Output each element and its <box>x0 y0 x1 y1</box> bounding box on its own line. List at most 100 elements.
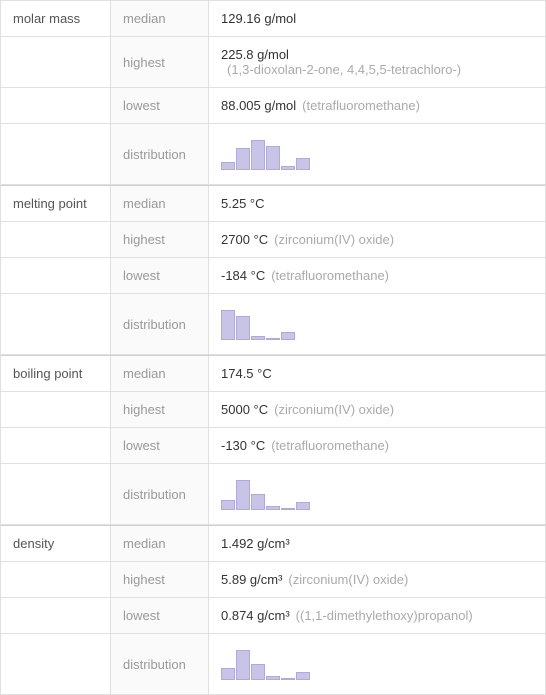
table-row: lowest -184 °C (tetrafluoromethane) <box>1 258 545 294</box>
secondary-text: (tetrafluoromethane) <box>302 98 420 113</box>
property-name-cell <box>1 222 111 257</box>
distribution-histogram <box>221 474 310 514</box>
table-row: highest 2700 °C (zirconium(IV) oxide) <box>1 222 545 258</box>
stat-label-cell: lowest <box>111 258 209 293</box>
histogram-bar <box>296 672 310 680</box>
secondary-text: (zirconium(IV) oxide) <box>288 572 408 587</box>
histogram-bar <box>281 508 295 510</box>
table-row: highest 5.89 g/cm³ (zirconium(IV) oxide) <box>1 562 545 598</box>
value-cell <box>209 464 545 524</box>
histogram-bar <box>266 676 280 680</box>
value-cell: 129.16 g/mol <box>209 1 545 36</box>
property-name-cell <box>1 88 111 123</box>
property-name-cell <box>1 124 111 184</box>
value-text: 5.89 g/cm³ <box>221 572 282 587</box>
table-row: distribution <box>1 294 545 355</box>
value-text: 225.8 g/mol <box>221 47 289 62</box>
histogram-bar <box>251 494 265 510</box>
properties-table: molar massmedian129.16 g/molhighest225.8… <box>0 0 546 695</box>
histogram-bar <box>266 506 280 510</box>
histogram-bar <box>296 158 310 170</box>
histogram-bar <box>221 500 235 510</box>
value-text: 5000 °C <box>221 402 268 417</box>
value-cell <box>209 124 545 184</box>
distribution-histogram <box>221 644 310 684</box>
histogram-bar <box>281 678 295 680</box>
secondary-text: (zirconium(IV) oxide) <box>274 232 394 247</box>
table-row: lowest 88.005 g/mol (tetrafluoromethane) <box>1 88 545 124</box>
value-cell: 5.25 °C <box>209 186 545 221</box>
secondary-text: (tetrafluoromethane) <box>271 268 389 283</box>
stat-label-cell: lowest <box>111 428 209 463</box>
secondary-text: ((1,1-dimethylethoxy)propanol) <box>296 608 473 623</box>
distribution-histogram <box>221 304 295 344</box>
histogram-bar <box>236 480 250 510</box>
stat-label-cell: distribution <box>111 634 209 694</box>
property-name-cell <box>1 392 111 427</box>
distribution-histogram <box>221 134 310 174</box>
secondary-text: (tetrafluoromethane) <box>271 438 389 453</box>
value-text: 1.492 g/cm³ <box>221 536 290 551</box>
histogram-bar <box>221 162 235 170</box>
histogram-bar <box>266 146 280 170</box>
property-name-cell <box>1 634 111 694</box>
table-row: distribution <box>1 634 545 694</box>
histogram-bar <box>266 338 280 340</box>
histogram-bar <box>236 316 250 340</box>
property-name-cell: density <box>1 526 111 561</box>
property-name-cell <box>1 562 111 597</box>
table-row: highest 5000 °C (zirconium(IV) oxide) <box>1 392 545 428</box>
value-cell: -130 °C (tetrafluoromethane) <box>209 428 545 463</box>
value-cell: 174.5 °C <box>209 356 545 391</box>
property-name-cell: boiling point <box>1 356 111 391</box>
value-cell: 2700 °C (zirconium(IV) oxide) <box>209 222 545 257</box>
property-name-cell <box>1 258 111 293</box>
stat-label-cell: highest <box>111 392 209 427</box>
stat-label-cell: highest <box>111 222 209 257</box>
stat-label-cell: distribution <box>111 294 209 354</box>
table-row: molar massmedian 129.16 g/mol <box>1 1 545 37</box>
stat-label-cell: median <box>111 526 209 561</box>
stat-label-cell: highest <box>111 37 209 87</box>
histogram-bar <box>236 650 250 680</box>
table-row: highest 225.8 g/mol(1,3-dioxolan-2-one, 4… <box>1 37 545 88</box>
table-row: lowest0.874 g/cm³((1,1-dimethylethoxy)pr… <box>1 598 545 634</box>
histogram-bar <box>251 140 265 170</box>
histogram-bar <box>296 502 310 510</box>
value-text: 174.5 °C <box>221 366 272 381</box>
table-row: distribution <box>1 124 545 185</box>
histogram-bar <box>251 664 265 680</box>
value-cell: 1.492 g/cm³ <box>209 526 545 561</box>
stat-label-cell: median <box>111 186 209 221</box>
value-cell <box>209 634 545 694</box>
histogram-bar <box>281 332 295 340</box>
secondary-text: (1,3-dioxolan-2-one, 4,4,5,5-tetrachloro… <box>227 62 461 77</box>
stat-label-cell: lowest <box>111 88 209 123</box>
value-text: -130 °C <box>221 438 265 453</box>
stat-label-cell: highest <box>111 562 209 597</box>
table-row: distribution <box>1 464 545 525</box>
property-name-cell <box>1 37 111 87</box>
histogram-bar <box>236 148 250 170</box>
secondary-text: (zirconium(IV) oxide) <box>274 402 394 417</box>
value-cell <box>209 294 545 354</box>
histogram-bar <box>281 166 295 170</box>
stat-label-cell: distribution <box>111 464 209 524</box>
property-name-cell <box>1 428 111 463</box>
stat-label-cell: median <box>111 1 209 36</box>
value-cell: -184 °C (tetrafluoromethane) <box>209 258 545 293</box>
value-text: 88.005 g/mol <box>221 98 296 113</box>
value-text: -184 °C <box>221 268 265 283</box>
table-row: boiling pointmedian174.5 °C <box>1 355 545 392</box>
table-row: melting pointmedian5.25 °C <box>1 185 545 222</box>
value-cell: 5000 °C (zirconium(IV) oxide) <box>209 392 545 427</box>
value-text: 5.25 °C <box>221 196 265 211</box>
histogram-bar <box>221 310 235 340</box>
property-name-cell <box>1 464 111 524</box>
value-text: 0.874 g/cm³ <box>221 608 290 623</box>
histogram-bar <box>251 336 265 340</box>
table-row: lowest -130 °C (tetrafluoromethane) <box>1 428 545 464</box>
value-text: 2700 °C <box>221 232 268 247</box>
value-text: 129.16 g/mol <box>221 11 296 26</box>
property-name-cell: molar mass <box>1 1 111 36</box>
